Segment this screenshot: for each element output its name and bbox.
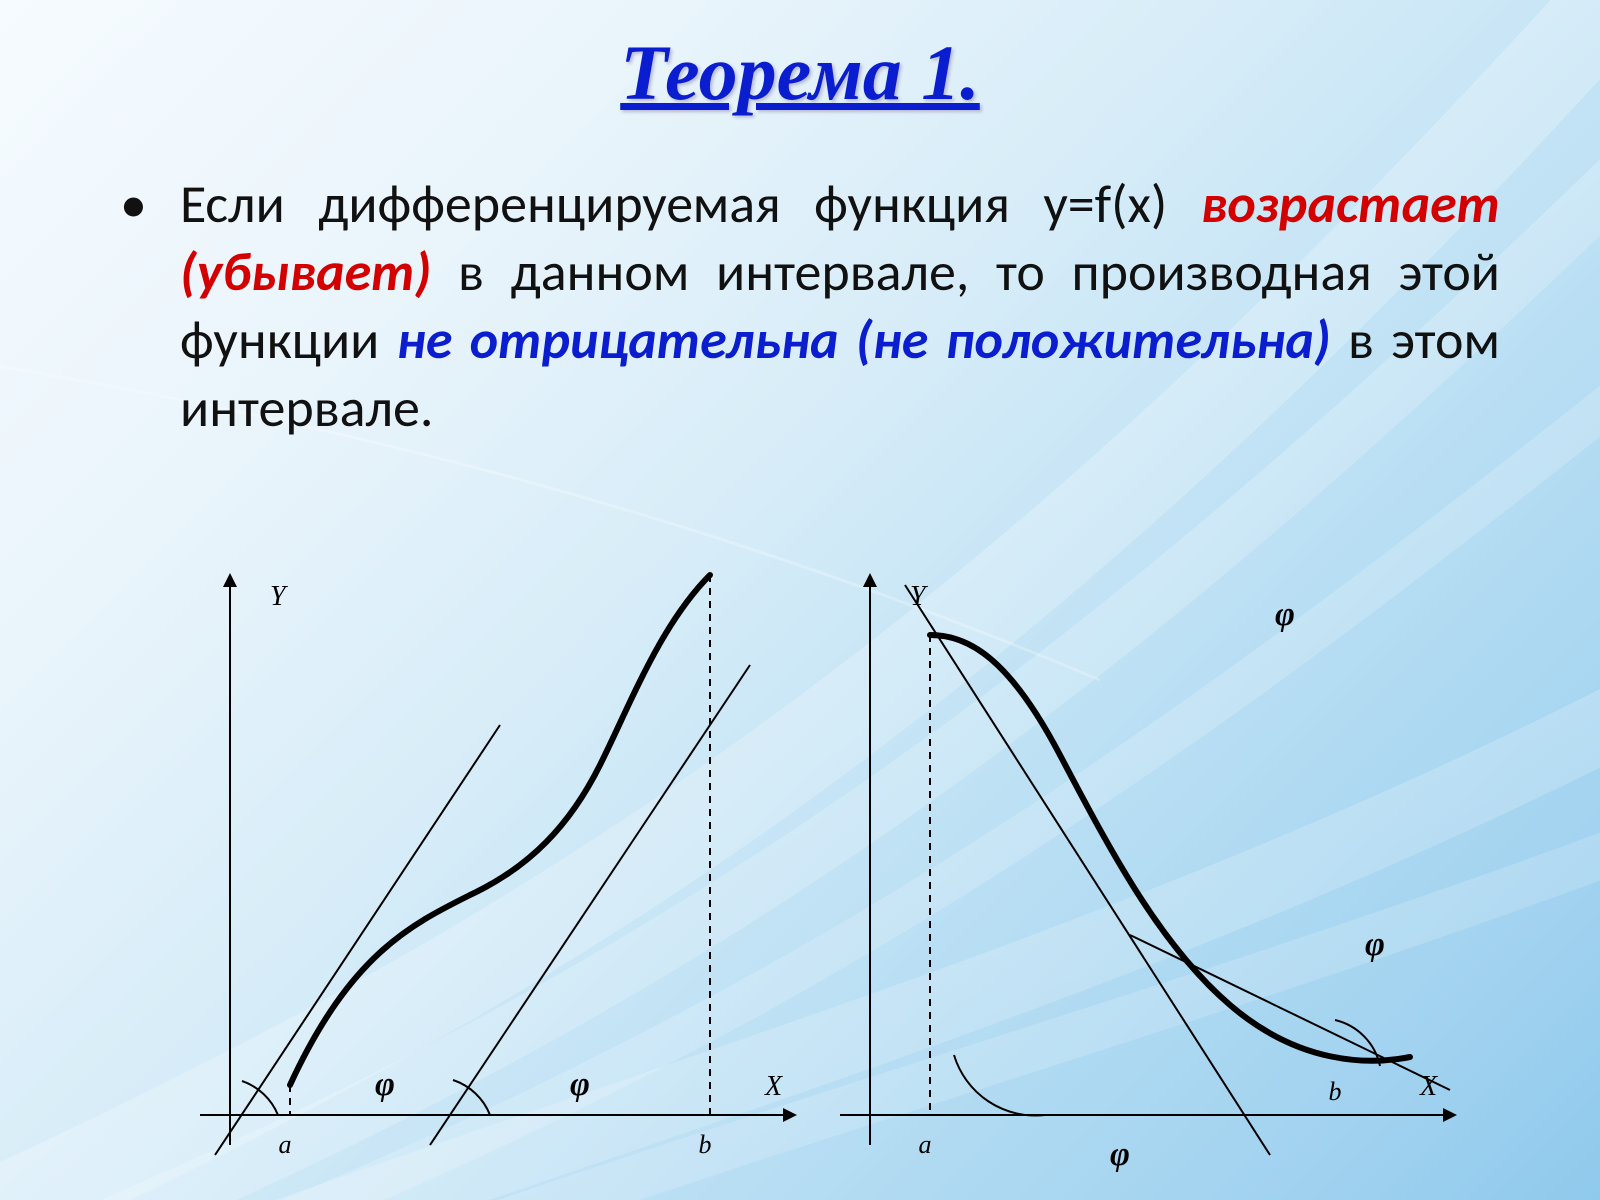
diagrams-area: Y X a b φ φ (170, 565, 1450, 1185)
label-Y: Y (910, 581, 929, 612)
angle-arc-obtuse (954, 1055, 1045, 1116)
curve-increasing (290, 575, 710, 1085)
angle-arc-2 (453, 1080, 490, 1115)
diagram-left: Y X a b φ φ (170, 565, 810, 1185)
label-phi-2: φ (570, 1066, 590, 1103)
tangent-1 (215, 725, 500, 1155)
label-X: X (764, 1071, 783, 1102)
label-Y: Y (270, 581, 289, 612)
label-b: b (699, 1130, 712, 1159)
diagram-right: Y X a b φ φ φ (810, 565, 1470, 1185)
label-phi-right: φ (1365, 926, 1385, 963)
label-b: b (1329, 1077, 1342, 1106)
theorem-paragraph: Если дифференцируемая функция y=f(x) воз… (180, 170, 1500, 442)
label-phi-1: φ (375, 1066, 395, 1103)
curve-decreasing (930, 635, 1410, 1061)
label-X: X (1419, 1071, 1438, 1102)
slide: Теорема 1. • Если дифференцируемая функц… (0, 0, 1600, 1200)
label-phi-bottom: φ (1110, 1136, 1130, 1173)
label-a: a (279, 1130, 292, 1159)
slide-title: Теорема 1. (0, 28, 1600, 118)
label-phi-top: φ (1275, 596, 1295, 633)
tangent-2 (430, 665, 750, 1145)
bullet-icon: • (120, 170, 180, 442)
label-a: a (919, 1130, 932, 1159)
theorem-text: • Если дифференцируемая функция y=f(x) в… (120, 170, 1500, 442)
